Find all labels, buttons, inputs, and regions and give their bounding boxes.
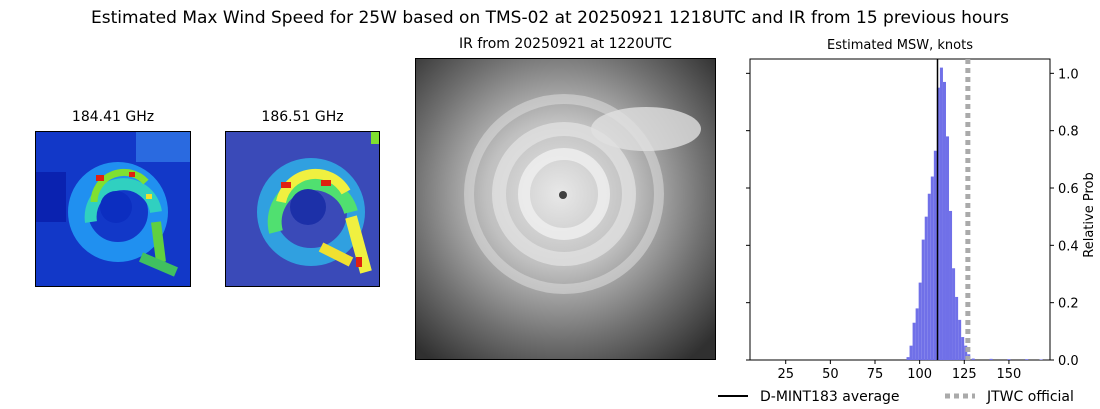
x-tick-label: 150 (997, 367, 1022, 382)
histogram-bar (945, 136, 950, 360)
histogram-bar (964, 345, 968, 360)
histogram-bar (918, 282, 922, 360)
histogram-bar (939, 67, 943, 360)
plot-frame (749, 58, 1051, 361)
msw-histogram: 25 50 75 100 125 150 0.0 0.2 0.4 0.6 0.8 1.0 Relat… (746, 58, 1097, 382)
histogram-bar (971, 358, 975, 360)
legend-official-label: JTWC official (986, 389, 1074, 405)
histogram-bar (949, 210, 953, 360)
histogram-bar (1007, 359, 1011, 360)
histogram-bar (909, 345, 913, 360)
histogram-bar (1025, 359, 1029, 360)
histogram-bar (927, 193, 931, 360)
histogram-bar (924, 216, 928, 360)
y-tick-label: 1.0 (1058, 67, 1079, 82)
mw1-title: 184.41 GHz (71, 109, 155, 125)
histogram-bar (936, 87, 940, 361)
figure-title: Estimated Max Wind Speed for 25W based o… (91, 8, 1009, 28)
x-tick-label: 100 (907, 367, 932, 382)
y-tick-label: 0.0 (1058, 354, 1079, 369)
histogram-bar (906, 357, 910, 360)
histogram-bar (930, 176, 934, 360)
histogram-bar (952, 268, 956, 360)
histogram-bar (958, 319, 962, 360)
histogram-bar (921, 239, 925, 360)
y-tick-label: 0.8 (1058, 125, 1079, 140)
x-tick-label: 25 (777, 367, 794, 382)
histogram-bar (912, 322, 916, 360)
histogram-bar (961, 337, 965, 360)
ir-image (415, 58, 716, 360)
x-tick-label: 75 (867, 367, 884, 382)
x-tick-label: 125 (952, 367, 977, 382)
mw2-image (225, 131, 380, 287)
histogram-bar (933, 150, 937, 360)
histogram-bar (955, 296, 959, 360)
y-tick-label: 0.4 (1058, 239, 1079, 254)
ir-title: IR from 20250921 at 1220UTC (459, 36, 672, 52)
x-tick-label: 50 (822, 367, 839, 382)
legend: D-MINT183 average JTWC official (718, 389, 1074, 405)
mw1-image (35, 131, 191, 287)
histogram-bar (1039, 359, 1043, 360)
legend-average-label: D-MINT183 average (760, 389, 900, 405)
y-axis-label: Relative Prob (1082, 172, 1097, 257)
y-tick-label: 0.6 (1058, 182, 1079, 197)
hist-title: Estimated MSW, knots (827, 38, 973, 53)
histogram-bar (989, 358, 993, 360)
mw2-title: 186.51 GHz (261, 109, 344, 125)
histogram-bar (915, 308, 919, 360)
y-tick-label: 0.2 (1058, 297, 1079, 312)
histogram-bar (942, 81, 946, 360)
